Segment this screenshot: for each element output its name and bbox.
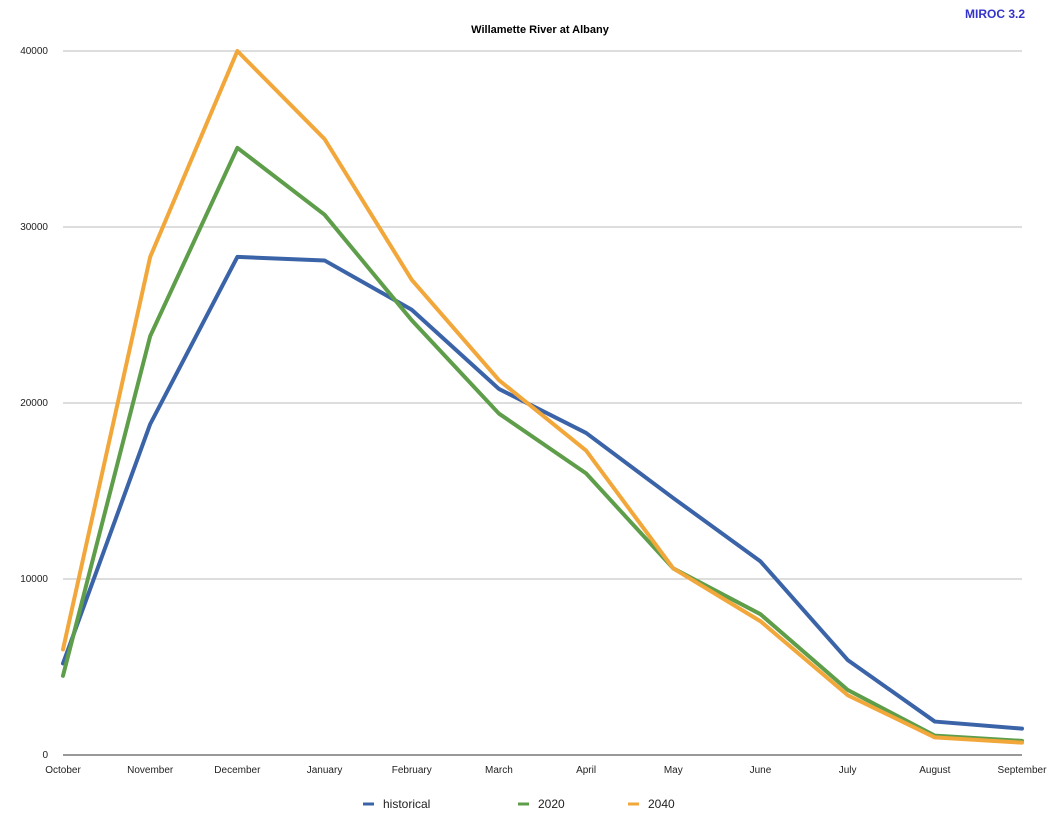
series-line-2020: [61, 145, 1024, 743]
series-line-2040: [61, 49, 1024, 745]
chart-title: Willamette River at Albany: [471, 24, 610, 36]
legend-item-2020: 2020: [518, 797, 565, 811]
y-tick-label: 0: [42, 750, 48, 761]
x-tick-label: July: [839, 765, 857, 776]
x-tick-label: November: [127, 765, 174, 776]
y-axis-ticks: 0 10000 20000 30000 40000: [20, 46, 48, 761]
y-tick-label: 40000: [20, 46, 48, 57]
model-badge: MIROC 3.2: [965, 7, 1025, 21]
legend-label: 2020: [538, 797, 565, 811]
x-tick-label: January: [307, 765, 343, 776]
legend-item-historical: historical: [363, 797, 430, 811]
x-tick-label: February: [392, 765, 432, 776]
x-tick-label: October: [45, 765, 81, 776]
y-tick-label: 20000: [20, 398, 48, 409]
x-tick-label: September: [998, 765, 1048, 776]
legend: historical 2020 2040: [363, 797, 675, 811]
x-tick-label: August: [919, 765, 950, 776]
x-tick-label: June: [750, 765, 772, 776]
legend-label: historical: [383, 797, 430, 811]
y-tick-label: 10000: [20, 574, 48, 585]
x-axis-ticks: October November December January February Ma…: [45, 765, 1047, 776]
legend-item-2040: 2040: [628, 797, 675, 811]
x-tick-label: December: [214, 765, 261, 776]
series-line-historical: [61, 254, 1024, 731]
legend-label: 2040: [648, 797, 675, 811]
y-tick-label: 30000: [20, 222, 48, 233]
x-tick-label: March: [485, 765, 513, 776]
x-tick-label: April: [576, 765, 596, 776]
series-lines: [61, 49, 1024, 745]
x-tick-label: May: [664, 765, 683, 776]
gridlines: [63, 50, 1022, 580]
